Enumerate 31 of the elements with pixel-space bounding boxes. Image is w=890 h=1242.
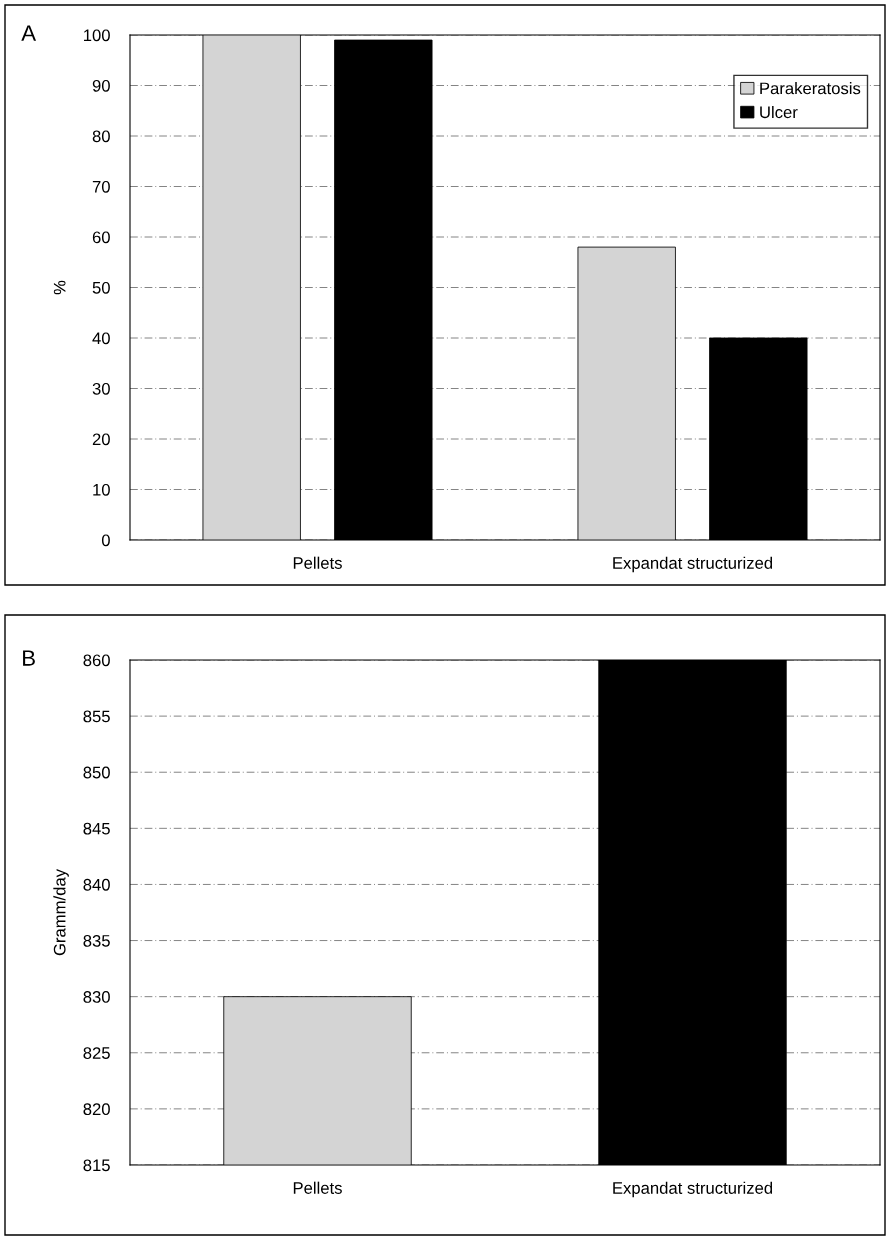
y-tick-label: 0 (101, 534, 110, 547)
legend-label: Ulcer (760, 105, 798, 119)
y-axis-title: Gramm/day (53, 869, 69, 956)
chart-title: B (23, 650, 35, 666)
y-tick-label: 850 (83, 766, 110, 779)
y-tick-label: 825 (83, 1047, 110, 1059)
x-tick-label: Expandat structurized (613, 1181, 773, 1198)
y-tick-label: 845 (83, 822, 110, 835)
y-tick-label: 30 (92, 382, 110, 395)
y-tick-label: 80 (92, 130, 110, 143)
y-tick-label: 100 (84, 29, 110, 42)
y-tick-label: 40 (92, 332, 110, 345)
y-tick-label: 70 (92, 180, 110, 193)
chart-title: A (21, 25, 37, 41)
y-tick-label: 820 (83, 1103, 110, 1116)
y-tick-label: 20 (92, 433, 110, 446)
y-tick-label: 815 (83, 1159, 110, 1172)
y-tick-label: 830 (83, 991, 110, 1003)
x-tick-label: Pellets (293, 556, 342, 569)
y-tick-label: 835 (83, 934, 110, 947)
y-tick-label: 60 (92, 231, 110, 244)
y-axis-title: % (53, 280, 66, 295)
legend-label: Parakeratosis (760, 82, 861, 95)
y-tick-label: 860 (83, 654, 110, 667)
x-tick-label: Expandat structurized (613, 556, 773, 573)
x-tick-label: Pellets (293, 1181, 342, 1194)
y-tick-label: 855 (83, 710, 110, 723)
y-tick-label: 840 (83, 878, 110, 891)
y-tick-label: 50 (92, 281, 110, 294)
y-tick-label: 90 (92, 79, 110, 92)
y-tick-label: 10 (93, 483, 110, 496)
